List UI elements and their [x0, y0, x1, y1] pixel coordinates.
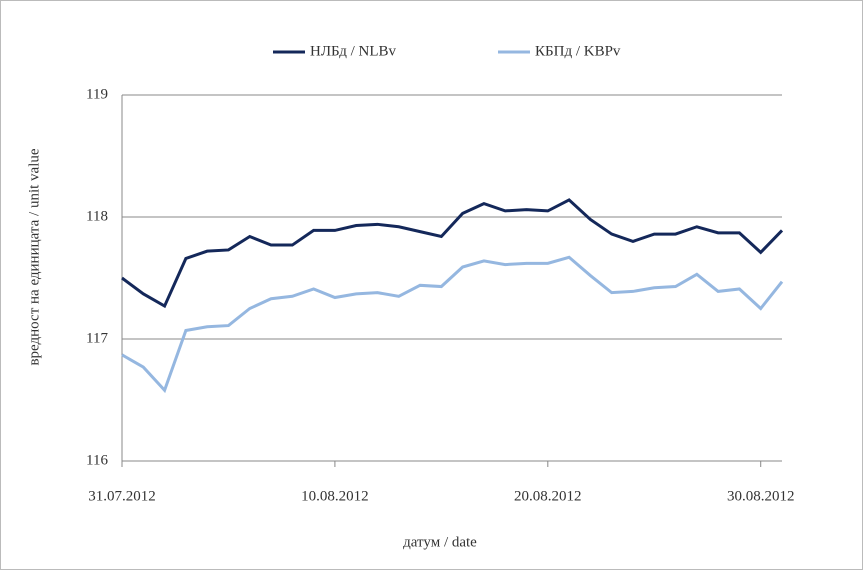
- legend-label: КБПд / KBPv: [535, 43, 621, 59]
- x-tick-label: 10.08.2012: [301, 488, 369, 504]
- y-axis-label: вредност на единицата / unit value: [26, 148, 42, 365]
- x-tick-label: 30.08.2012: [727, 488, 795, 504]
- x-tick-label: 31.07.2012: [88, 488, 156, 504]
- y-tick-label: 117: [86, 330, 108, 346]
- line-series: [121, 255, 784, 394]
- y-tick-label: 116: [86, 452, 108, 468]
- y-tick-label: 118: [86, 208, 108, 224]
- line-series: [121, 198, 784, 309]
- x-tick-label: 20.08.2012: [514, 488, 582, 504]
- y-tick-label: 119: [86, 86, 108, 102]
- x-axis-label: датум / date: [403, 534, 477, 550]
- legend-label: НЛБд / NLBv: [310, 43, 397, 59]
